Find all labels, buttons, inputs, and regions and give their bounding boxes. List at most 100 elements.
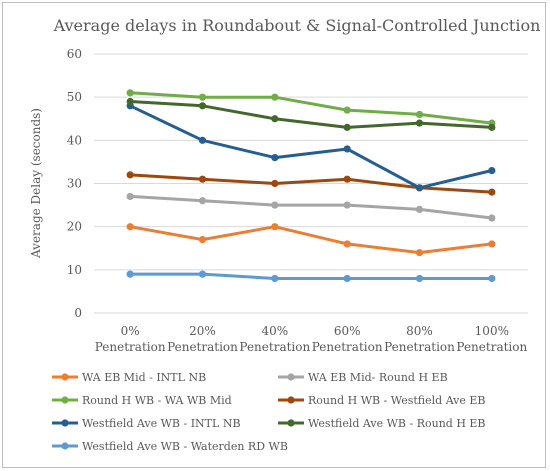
y-tick-labels: 0 10 20 30 40 50 60 bbox=[67, 47, 82, 320]
data-point bbox=[127, 171, 134, 178]
series-line-5 bbox=[130, 102, 492, 128]
x-tick-label-line: Penetration bbox=[167, 340, 238, 354]
data-point bbox=[344, 124, 351, 131]
series-6 bbox=[127, 271, 496, 283]
y-tick-label-50: 50 bbox=[67, 90, 82, 104]
x-tick-label-line: 60% bbox=[334, 324, 361, 338]
data-point bbox=[416, 111, 423, 118]
data-point bbox=[416, 249, 423, 256]
legend-marker bbox=[61, 373, 68, 380]
x-tick-label-line: Penetration bbox=[95, 340, 166, 354]
legend-item-6: Westfield Ave WB - Waterden RD WB bbox=[52, 440, 288, 453]
x-tick-label-line: 100% bbox=[475, 324, 509, 338]
legend-marker bbox=[287, 419, 294, 426]
legend-marker bbox=[61, 396, 68, 403]
legend-item-4: Westfield Ave WB - INTL NB bbox=[52, 417, 241, 430]
legend-label: Round H WB - WA WB Mid bbox=[82, 394, 232, 407]
series-2 bbox=[127, 89, 496, 126]
y-tick-label-10: 10 bbox=[67, 263, 82, 277]
series-1 bbox=[127, 193, 496, 222]
y-tick-label-0: 0 bbox=[74, 306, 82, 320]
data-point bbox=[344, 145, 351, 152]
data-point bbox=[416, 119, 423, 126]
legend-marker bbox=[61, 442, 68, 449]
data-point bbox=[271, 115, 278, 122]
legend-label: Westfield Ave WB - INTL NB bbox=[82, 417, 241, 430]
legend-label: Round H WB - Westfield Ave EB bbox=[308, 394, 486, 407]
legend: WA EB Mid - INTL NB WA EB Mid- Round H EB… bbox=[52, 371, 486, 453]
series-line-1 bbox=[130, 196, 492, 218]
x-tick-label-line: Penetration bbox=[312, 340, 383, 354]
x-tick-label-line: Penetration bbox=[384, 340, 455, 354]
data-point bbox=[199, 197, 206, 204]
data-point bbox=[127, 271, 134, 278]
legend-marker bbox=[287, 373, 294, 380]
data-point bbox=[199, 236, 206, 243]
series-lines bbox=[127, 89, 496, 282]
y-axis-title: Average Delay (seconds) bbox=[29, 108, 43, 259]
series-line-4 bbox=[130, 106, 492, 188]
x-tick-label-2: 40% Penetration bbox=[239, 324, 310, 354]
data-point bbox=[127, 193, 134, 200]
data-point bbox=[344, 176, 351, 183]
legend-label: WA EB Mid - INTL NB bbox=[82, 371, 206, 384]
x-tick-label-5: 100% Penetration bbox=[456, 324, 527, 354]
legend-item-1: WA EB Mid- Round H EB bbox=[278, 371, 448, 384]
data-point bbox=[127, 89, 134, 96]
x-tick-label-line: Penetration bbox=[239, 340, 310, 354]
data-point bbox=[271, 180, 278, 187]
series-line-0 bbox=[130, 227, 492, 253]
data-point bbox=[416, 184, 423, 191]
y-tick-label-30: 30 bbox=[67, 177, 82, 191]
data-point bbox=[344, 275, 351, 282]
data-point bbox=[488, 167, 495, 174]
x-tick-label-line: 40% bbox=[261, 324, 288, 338]
legend-item-2: Round H WB - WA WB Mid bbox=[52, 394, 232, 407]
data-point bbox=[344, 201, 351, 208]
x-tick-labels: 0% Penetration 20% Penetration 40% Penetratio… bbox=[95, 324, 528, 354]
data-point bbox=[271, 223, 278, 230]
y-tick-label-20: 20 bbox=[67, 220, 82, 234]
x-tick-label-4: 80% Penetration bbox=[384, 324, 455, 354]
data-point bbox=[488, 124, 495, 131]
x-tick-label-line: 80% bbox=[406, 324, 433, 338]
data-point bbox=[199, 271, 206, 278]
data-point bbox=[344, 107, 351, 114]
legend-marker bbox=[287, 396, 294, 403]
series-0 bbox=[127, 223, 496, 256]
x-tick-label-line: 0% bbox=[121, 324, 140, 338]
y-tick-label-40: 40 bbox=[67, 133, 82, 147]
legend-item-3: Round H WB - Westfield Ave EB bbox=[278, 394, 486, 407]
data-point bbox=[344, 240, 351, 247]
legend-label: Westfield Ave WB - Waterden RD WB bbox=[82, 440, 288, 453]
x-tick-label-line: Penetration bbox=[456, 340, 527, 354]
legend-item-0: WA EB Mid - INTL NB bbox=[52, 371, 206, 384]
chart-title: Average delays in Roundabout & Signal-Co… bbox=[53, 16, 541, 35]
legend-label: Westfield Ave WB - Round H EB bbox=[308, 417, 486, 430]
series-line-6 bbox=[130, 274, 492, 278]
data-point bbox=[488, 275, 495, 282]
data-point bbox=[416, 206, 423, 213]
x-tick-label-0: 0% Penetration bbox=[95, 324, 166, 354]
data-point bbox=[199, 102, 206, 109]
data-point bbox=[271, 201, 278, 208]
data-point bbox=[488, 189, 495, 196]
x-tick-label-3: 60% Penetration bbox=[312, 324, 383, 354]
data-point bbox=[488, 214, 495, 221]
data-point bbox=[416, 275, 423, 282]
y-tick-label-60: 60 bbox=[67, 47, 82, 61]
x-tick-label-line: 20% bbox=[189, 324, 216, 338]
data-point bbox=[199, 176, 206, 183]
data-point bbox=[271, 94, 278, 101]
data-point bbox=[127, 98, 134, 105]
data-point bbox=[271, 154, 278, 161]
data-point bbox=[199, 94, 206, 101]
legend-item-5: Westfield Ave WB - Round H EB bbox=[278, 417, 486, 430]
data-point bbox=[271, 275, 278, 282]
data-point bbox=[488, 240, 495, 247]
data-point bbox=[127, 223, 134, 230]
legend-marker bbox=[61, 419, 68, 426]
x-tick-label-1: 20% Penetration bbox=[167, 324, 238, 354]
data-point bbox=[199, 137, 206, 144]
